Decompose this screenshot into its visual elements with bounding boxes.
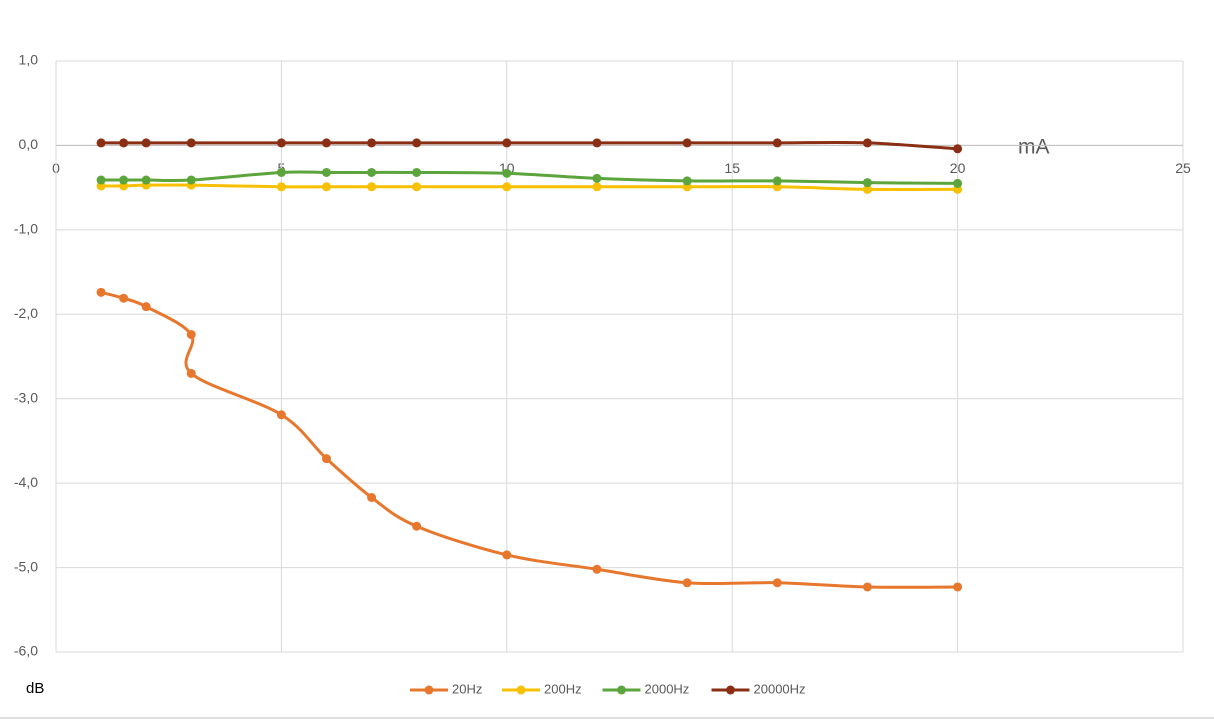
y-tick-label: -3,0: [14, 389, 38, 405]
data-point: [321, 182, 331, 192]
data-point: [367, 138, 377, 148]
data-point: [276, 410, 286, 420]
y-tick-label: 1,0: [19, 52, 39, 68]
legend-marker: [424, 685, 434, 695]
data-point: [953, 582, 963, 592]
data-point: [367, 182, 377, 192]
data-point: [592, 173, 602, 183]
legend-marker: [617, 685, 626, 695]
data-point: [276, 167, 286, 177]
data-point: [276, 182, 286, 192]
data-point: [186, 138, 196, 148]
data-point: [862, 582, 872, 592]
data-point: [412, 138, 422, 148]
data-point: [96, 287, 106, 297]
data-point: [953, 178, 963, 188]
data-point: [141, 138, 151, 148]
data-point: [682, 578, 692, 588]
data-point: [412, 182, 422, 192]
data-point: [772, 578, 782, 588]
x-axis-label: mA: [1018, 136, 1050, 159]
data-point: [592, 138, 602, 148]
data-point: [276, 138, 286, 148]
data-point: [96, 175, 106, 185]
data-point: [862, 178, 872, 188]
y-tick-label: -1,0: [14, 221, 38, 237]
data-point: [772, 138, 782, 148]
data-point: [367, 167, 377, 177]
y-tick-label: -2,0: [14, 305, 38, 321]
data-point: [321, 138, 331, 148]
data-point: [592, 564, 602, 574]
data-point: [862, 138, 872, 148]
series-line: [100, 290, 958, 589]
y-tick-label: -4,0: [14, 474, 38, 490]
data-point: [502, 182, 512, 192]
legend-marker: [726, 685, 735, 695]
data-point: [186, 330, 196, 340]
data-point: [953, 144, 963, 154]
y-tick-label: 0,0: [19, 136, 39, 152]
legend-label: 2000Hz: [645, 681, 690, 696]
data-point: [682, 176, 692, 186]
series-line: [101, 170, 958, 185]
data-point: [412, 167, 422, 177]
data-point: [119, 293, 129, 303]
legend-label: 20000Hz: [754, 681, 806, 696]
legend-label: 20Hz: [452, 681, 482, 696]
data-point: [502, 550, 512, 560]
y-tick-label: -5,0: [14, 558, 38, 574]
data-point: [321, 454, 331, 464]
y-tick-label: -6,0: [14, 643, 38, 659]
data-point: [141, 175, 151, 185]
data-point: [772, 176, 782, 186]
data-point: [502, 168, 512, 178]
y-axis-label: dB: [26, 680, 44, 697]
data-point: [141, 302, 151, 312]
data-point: [321, 167, 331, 177]
data-point: [592, 182, 602, 192]
legend-marker: [516, 685, 526, 695]
data-point: [502, 138, 512, 148]
data-point: [119, 138, 129, 148]
data-point: [186, 175, 196, 185]
data-point: [412, 521, 422, 531]
data-point: [367, 492, 377, 502]
series-line: [101, 183, 958, 192]
legend-label: 200Hz: [544, 681, 582, 696]
data-point: [186, 368, 196, 378]
data-point: [119, 175, 129, 185]
data-point: [862, 184, 872, 194]
data-point: [96, 138, 106, 148]
data-point: [682, 138, 692, 148]
